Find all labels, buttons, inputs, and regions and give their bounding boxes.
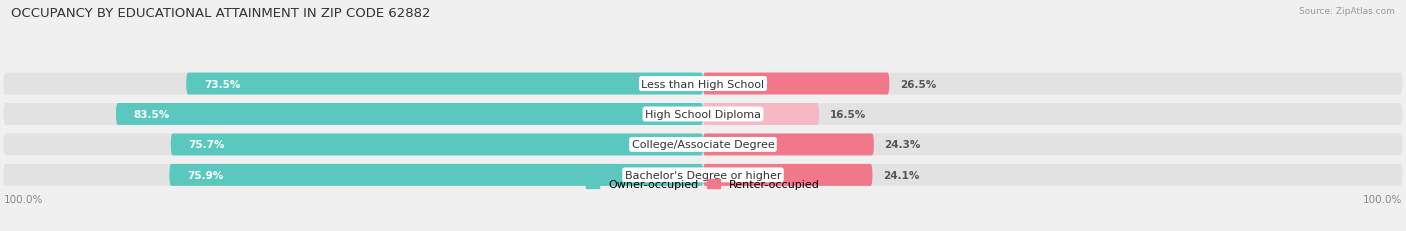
Text: 75.9%: 75.9%: [187, 170, 224, 180]
FancyBboxPatch shape: [703, 134, 875, 156]
FancyBboxPatch shape: [703, 73, 890, 95]
Text: Bachelor's Degree or higher: Bachelor's Degree or higher: [624, 170, 782, 180]
FancyBboxPatch shape: [115, 103, 703, 125]
Text: 100.0%: 100.0%: [3, 194, 44, 204]
Text: Source: ZipAtlas.com: Source: ZipAtlas.com: [1299, 7, 1395, 16]
Text: 26.5%: 26.5%: [900, 79, 936, 89]
Legend: Owner-occupied, Renter-occupied: Owner-occupied, Renter-occupied: [581, 174, 825, 194]
FancyBboxPatch shape: [703, 164, 872, 186]
Text: Less than High School: Less than High School: [641, 79, 765, 89]
Text: 100.0%: 100.0%: [1362, 194, 1403, 204]
FancyBboxPatch shape: [3, 73, 1403, 95]
Text: 24.1%: 24.1%: [883, 170, 920, 180]
FancyBboxPatch shape: [186, 73, 703, 95]
Text: 75.7%: 75.7%: [188, 140, 225, 150]
Text: 24.3%: 24.3%: [884, 140, 921, 150]
FancyBboxPatch shape: [172, 134, 703, 156]
Text: 73.5%: 73.5%: [204, 79, 240, 89]
Text: 16.5%: 16.5%: [830, 109, 866, 119]
Text: 83.5%: 83.5%: [134, 109, 170, 119]
FancyBboxPatch shape: [703, 103, 818, 125]
Text: College/Associate Degree: College/Associate Degree: [631, 140, 775, 150]
Text: OCCUPANCY BY EDUCATIONAL ATTAINMENT IN ZIP CODE 62882: OCCUPANCY BY EDUCATIONAL ATTAINMENT IN Z…: [11, 7, 430, 20]
Text: High School Diploma: High School Diploma: [645, 109, 761, 119]
FancyBboxPatch shape: [169, 164, 703, 186]
FancyBboxPatch shape: [3, 134, 1403, 156]
FancyBboxPatch shape: [3, 103, 1403, 125]
FancyBboxPatch shape: [3, 164, 1403, 186]
